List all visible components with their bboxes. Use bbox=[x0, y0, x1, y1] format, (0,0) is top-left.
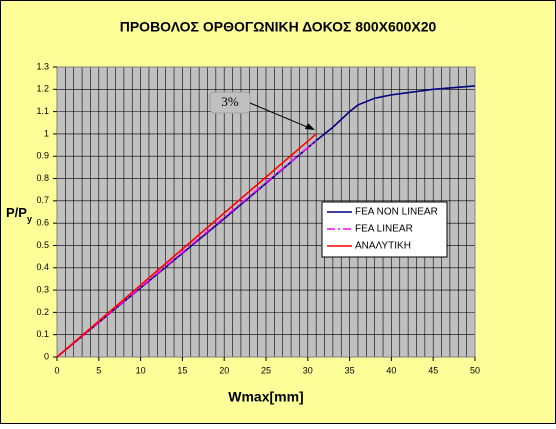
legend-label: ΑΝΑΛΥΤΙΚΗ bbox=[355, 241, 411, 252]
y-tick-label: 0.1 bbox=[36, 329, 49, 339]
annotation-arrow bbox=[249, 102, 313, 130]
y-tick-label: 0.5 bbox=[36, 240, 49, 250]
legend-label: FEA NON LINEAR bbox=[355, 207, 438, 218]
legend-box bbox=[321, 201, 448, 258]
y-tick-label: 0.4 bbox=[36, 262, 49, 272]
x-tick-label: 35 bbox=[345, 365, 355, 375]
y-axis-label-sub: y bbox=[27, 214, 32, 224]
y-tick-label: 0.6 bbox=[36, 218, 49, 228]
x-tick-label: 0 bbox=[54, 365, 59, 375]
x-tick-label: 30 bbox=[303, 365, 313, 375]
annotation: 3% bbox=[221, 94, 239, 109]
annotation-arrowhead bbox=[305, 123, 315, 130]
annotation-box bbox=[209, 91, 251, 114]
y-tick-label: 0.7 bbox=[36, 195, 49, 205]
y-tick-label: 1.1 bbox=[36, 106, 49, 116]
legend: FEA NON LINEAR FEA LINEAR ΑΝΑΛΥΤΙΚΗ bbox=[321, 201, 448, 258]
y-axis-label: P/Py bbox=[6, 205, 32, 224]
y-tick-label: 0.3 bbox=[36, 284, 49, 294]
x-tick-label: 15 bbox=[177, 365, 187, 375]
y-tick-label: 0.9 bbox=[36, 151, 49, 161]
y-tick-label: 0 bbox=[44, 351, 49, 361]
y-tick-label: 0.8 bbox=[36, 173, 49, 183]
legend-label: FEA LINEAR bbox=[355, 224, 413, 235]
y-tick-label: 1 bbox=[44, 128, 49, 138]
x-axis-label: Wmax[mm] bbox=[228, 389, 303, 405]
x-tick-label: 25 bbox=[261, 365, 271, 375]
x-tick-label: 20 bbox=[219, 365, 229, 375]
x-tick-label: 5 bbox=[96, 365, 101, 375]
x-tick-label: 40 bbox=[386, 365, 396, 375]
y-axis-label-main: P/P bbox=[6, 205, 27, 220]
x-tick-label: 45 bbox=[428, 365, 438, 375]
x-tick-label: 50 bbox=[470, 365, 480, 375]
series-line bbox=[56, 85, 476, 358]
x-tick-label: 10 bbox=[136, 365, 146, 375]
y-tick-label: 1.3 bbox=[36, 61, 49, 71]
y-tick-label: 1.2 bbox=[36, 84, 49, 94]
y-tick-label: 0.2 bbox=[36, 307, 49, 317]
series-line bbox=[56, 133, 317, 358]
chart-title: ΠΡΟΒΟΛΟΣ ΟΡΘΟΓΩΝΙΚΗ ΔΟΚΟΣ 800X600X20 bbox=[120, 19, 437, 35]
